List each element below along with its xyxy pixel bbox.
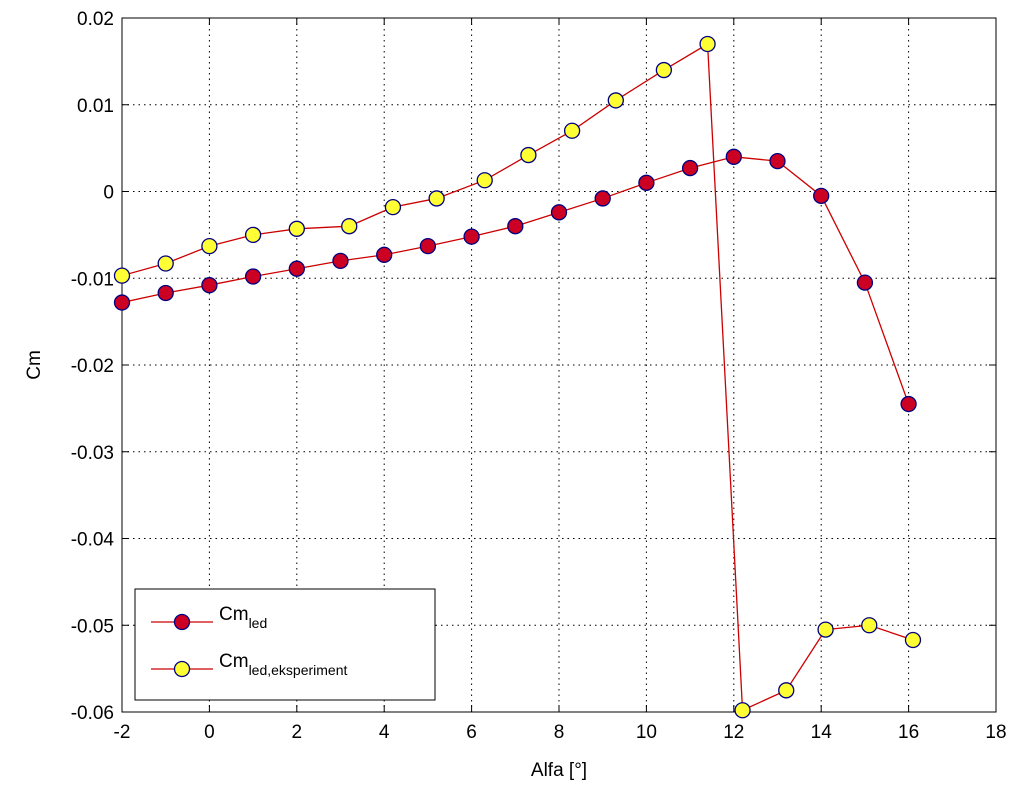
x-tick-label: 4 <box>379 722 390 743</box>
data-point <box>428 190 445 207</box>
x-tick-label: 8 <box>554 722 565 743</box>
data-point <box>384 198 402 216</box>
data-point <box>157 255 174 272</box>
legend-marker <box>173 660 191 678</box>
data-point <box>817 621 834 638</box>
y-tick-label: -0.05 <box>71 616 114 637</box>
y-tick-labels: 0.02 0.01 0 -0.01 -0.02 -0.03 -0.04 -0.05 -0.06 <box>71 9 115 724</box>
y-tick-label: -0.06 <box>71 703 114 724</box>
data-point <box>563 122 581 139</box>
legend-label: Cmled <box>219 604 267 631</box>
x-tick-label: 6 <box>466 722 477 743</box>
tick-marks <box>121 17 997 713</box>
data-point <box>113 267 131 284</box>
data-point <box>699 35 716 53</box>
data-point <box>520 146 537 164</box>
legend-box <box>134 588 436 701</box>
data-point <box>900 395 917 413</box>
x-tick-label: 14 <box>811 722 833 743</box>
data-point <box>861 617 878 634</box>
legend-label-subscript: led,eksperiment <box>249 662 348 678</box>
data-point <box>734 702 751 719</box>
data-point <box>769 152 786 170</box>
data-point <box>638 174 655 191</box>
legend-marker <box>173 613 191 631</box>
data-point <box>681 159 699 177</box>
data-point <box>288 220 305 237</box>
y-tick-label: -0.02 <box>71 356 114 377</box>
x-axis-label: Alfa [°] <box>531 760 587 781</box>
y-tick-label: -0.03 <box>71 443 114 464</box>
series-layer <box>113 35 922 719</box>
series-line <box>121 156 910 405</box>
data-point <box>341 218 358 235</box>
series-1 <box>113 148 917 413</box>
x-tick-label: 16 <box>898 722 919 743</box>
y-tick-label: 0 <box>103 183 114 204</box>
legend-entry: Cmled,eksperiment <box>151 651 348 678</box>
data-point <box>113 294 131 311</box>
data-point <box>201 238 218 255</box>
data-point <box>376 246 393 263</box>
y-tick-label: -0.04 <box>71 530 115 551</box>
data-point <box>463 228 480 245</box>
x-tick-labels: -2 0 2 4 6 8 10 12 14 16 18 <box>114 722 1007 743</box>
data-point <box>157 284 174 302</box>
data-point <box>244 226 262 244</box>
data-point <box>813 187 830 204</box>
series-2 <box>113 35 922 719</box>
legend-label-subscript: led <box>249 615 268 631</box>
data-point <box>725 148 742 165</box>
x-tick-label: 12 <box>723 722 744 743</box>
data-point <box>288 260 305 277</box>
data-point <box>856 274 874 291</box>
data-point <box>655 61 673 79</box>
data-point <box>201 277 218 294</box>
legend-label-main: Cm <box>219 651 249 672</box>
y-axis-label: Cm <box>24 350 45 380</box>
data-point <box>476 172 493 189</box>
data-point <box>332 252 349 270</box>
data-point <box>594 190 611 207</box>
data-point <box>419 238 437 255</box>
x-tick-label: 0 <box>204 722 215 743</box>
legend-label-main: Cm <box>219 604 249 625</box>
y-tick-label: 0.01 <box>77 96 114 117</box>
legend-entry: Cmled <box>151 604 267 631</box>
x-tick-label: 2 <box>292 722 303 743</box>
legend-label: Cmled,eksperiment <box>219 651 348 678</box>
x-tick-label: 10 <box>636 722 657 743</box>
y-tick-label: -0.01 <box>71 269 114 290</box>
data-point <box>904 631 922 649</box>
y-tick-label: 0.02 <box>77 9 114 30</box>
data-point <box>607 92 624 109</box>
data-point <box>507 218 524 235</box>
x-tick-label: 18 <box>985 722 1006 743</box>
data-point <box>244 268 262 285</box>
x-tick-label: -2 <box>114 722 131 743</box>
data-point <box>550 204 568 221</box>
data-point <box>778 682 795 699</box>
